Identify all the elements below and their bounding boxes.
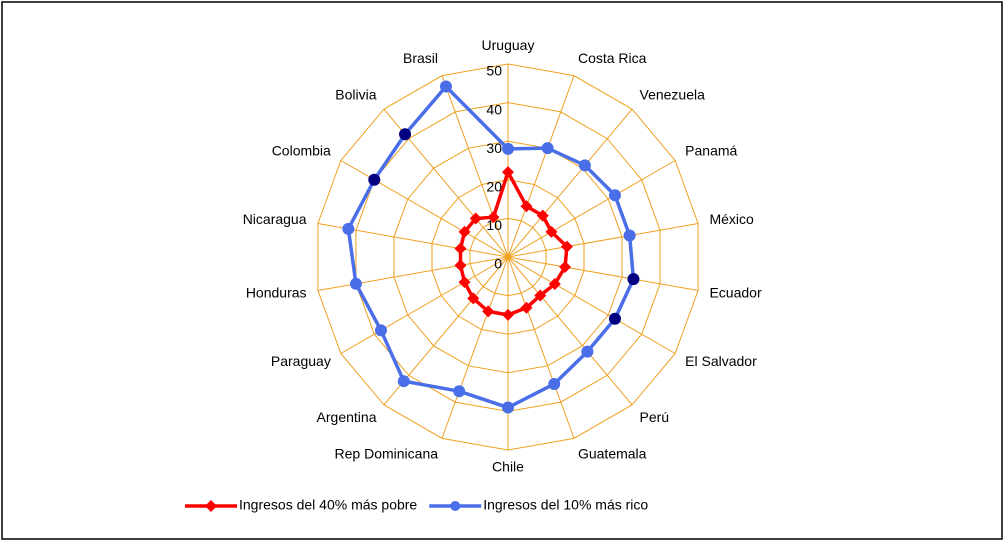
category-label: Costa Rica	[578, 50, 647, 66]
r-tick-label: 0	[494, 256, 502, 272]
category-label: Rep Dominicana	[335, 446, 439, 462]
data-point	[560, 240, 573, 253]
spoke	[507, 108, 633, 258]
data-point	[439, 80, 452, 93]
r-tick-label: 50	[486, 63, 502, 79]
data-point	[349, 277, 362, 290]
category-label: Chile	[492, 458, 524, 474]
data-point	[368, 173, 381, 186]
data-point	[608, 189, 621, 202]
data-point	[548, 377, 561, 390]
data-point	[469, 212, 482, 225]
data-point	[623, 229, 636, 242]
r-tick-label: 40	[486, 101, 502, 117]
category-label: Ecuador	[709, 284, 761, 300]
data-point	[578, 159, 591, 172]
data-point	[454, 242, 467, 255]
legend-marker	[450, 501, 461, 511]
data-point	[502, 308, 514, 321]
data-point	[342, 222, 355, 235]
spoke	[317, 256, 509, 292]
spoke	[507, 256, 633, 406]
category-label: Colombia	[272, 142, 331, 158]
spoke	[507, 222, 699, 258]
category-label: Paraguay	[271, 353, 331, 369]
category-label: Uruguay	[482, 37, 535, 53]
data-point	[453, 385, 466, 398]
data-point	[397, 375, 410, 388]
category-label: Guatemala	[578, 446, 647, 462]
data-point	[374, 324, 387, 337]
data-point	[545, 225, 558, 238]
data-point	[536, 209, 549, 222]
spoke	[441, 75, 509, 258]
data-point	[559, 261, 572, 274]
data-point	[581, 345, 594, 358]
spoke	[507, 75, 575, 258]
data-point	[502, 166, 514, 179]
spoke	[340, 160, 509, 258]
data-point	[534, 289, 547, 302]
spoke	[507, 160, 676, 258]
legend-label: Ingresos del 40% más pobre	[239, 497, 417, 513]
spoke	[441, 256, 509, 439]
data-point	[458, 225, 471, 238]
data-point	[454, 259, 467, 272]
spoke	[507, 256, 575, 439]
legend-label: Ingresos del 10% más rico	[483, 497, 648, 513]
category-label: Brasil	[403, 50, 438, 66]
legend-marker	[205, 500, 217, 512]
data-point	[399, 128, 412, 141]
data-point	[520, 200, 533, 213]
category-label: México	[709, 211, 754, 227]
data-point	[482, 305, 495, 318]
data-point	[458, 276, 471, 289]
data-point	[608, 312, 621, 325]
data-point	[487, 211, 500, 224]
spoke	[507, 256, 676, 354]
data-point	[627, 273, 640, 286]
r-tick-label: 10	[486, 217, 502, 233]
data-point	[548, 278, 561, 291]
category-label: Argentina	[317, 409, 377, 425]
data-point	[502, 401, 514, 414]
r-tick-label: 30	[486, 140, 502, 156]
data-point	[467, 292, 480, 305]
category-label: Nicaragua	[243, 211, 307, 227]
category-label: El Salvador	[685, 353, 757, 369]
data-point	[541, 142, 554, 155]
r-tick-label: 20	[486, 179, 502, 195]
category-label: Honduras	[246, 284, 307, 300]
category-label: Bolivia	[335, 86, 376, 102]
category-label: Perú	[640, 409, 670, 425]
data-point	[502, 142, 514, 155]
data-point	[520, 301, 533, 314]
category-label: Venezuela	[640, 86, 706, 102]
category-label: Panamá	[685, 142, 737, 158]
spoke	[340, 256, 509, 354]
spoke	[507, 256, 699, 292]
